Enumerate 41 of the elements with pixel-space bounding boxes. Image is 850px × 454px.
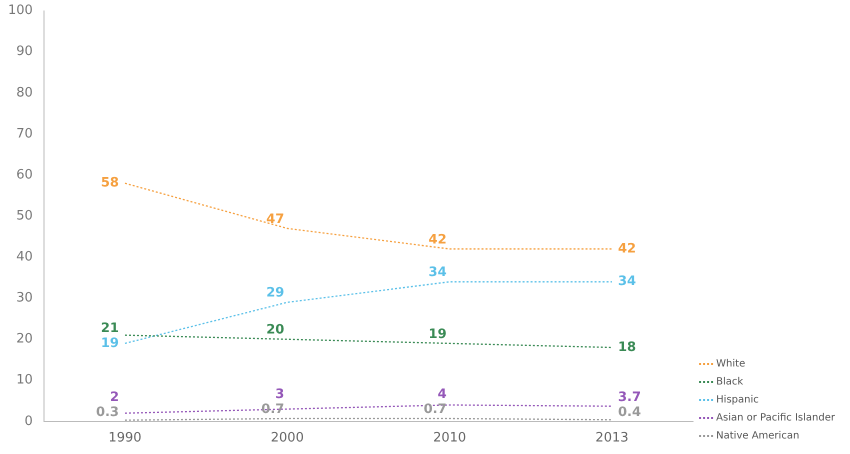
data-label: 47 <box>266 212 284 227</box>
data-label: 19 <box>100 336 119 351</box>
y-tick-label: 80 <box>16 85 33 100</box>
data-label: 34 <box>618 274 636 290</box>
line-series <box>124 404 613 414</box>
data-label: 3.7 <box>618 390 642 405</box>
y-tick-label: 50 <box>16 208 33 224</box>
legend-label: Asian or Pacific Islander <box>716 412 836 424</box>
data-label: 42 <box>618 241 636 256</box>
data-label: 4 <box>438 386 447 402</box>
data-label: 21 <box>100 320 119 336</box>
data-label: 2 <box>110 390 119 405</box>
y-tick-label: 0 <box>24 414 33 429</box>
x-tick-label: 2013 <box>595 430 629 446</box>
data-label: 0.7 <box>424 402 447 417</box>
x-tick-label: 2010 <box>433 430 466 446</box>
y-tick-label: 40 <box>16 250 33 265</box>
y-tick-label: 20 <box>16 332 33 347</box>
data-label: 18 <box>618 340 636 355</box>
y-tick-label: 100 <box>8 3 33 18</box>
x-tick-label: 1990 <box>108 430 142 446</box>
data-label: 20 <box>266 322 284 338</box>
data-label: 0.7 <box>261 402 284 417</box>
y-tick-label: 60 <box>16 167 33 182</box>
y-tick-label: 10 <box>16 372 33 388</box>
legend-label: Black <box>716 376 744 388</box>
data-label: 0.4 <box>618 404 642 420</box>
data-label: 58 <box>100 176 119 191</box>
legend-label: Native American <box>716 430 800 442</box>
y-tick-label: 90 <box>16 44 33 60</box>
data-label: 19 <box>428 326 447 342</box>
data-label: 3 <box>275 386 284 402</box>
y-tick-label: 70 <box>16 126 33 142</box>
data-label: 0.3 <box>96 404 119 420</box>
data-label: 29 <box>266 286 284 301</box>
data-label: 42 <box>428 232 447 248</box>
x-tick-label: 2000 <box>270 430 304 446</box>
legend-label: Hispanic <box>716 394 759 406</box>
legend-label: White <box>716 358 746 370</box>
data-label: 34 <box>428 265 447 280</box>
y-tick-label: 30 <box>16 290 33 306</box>
